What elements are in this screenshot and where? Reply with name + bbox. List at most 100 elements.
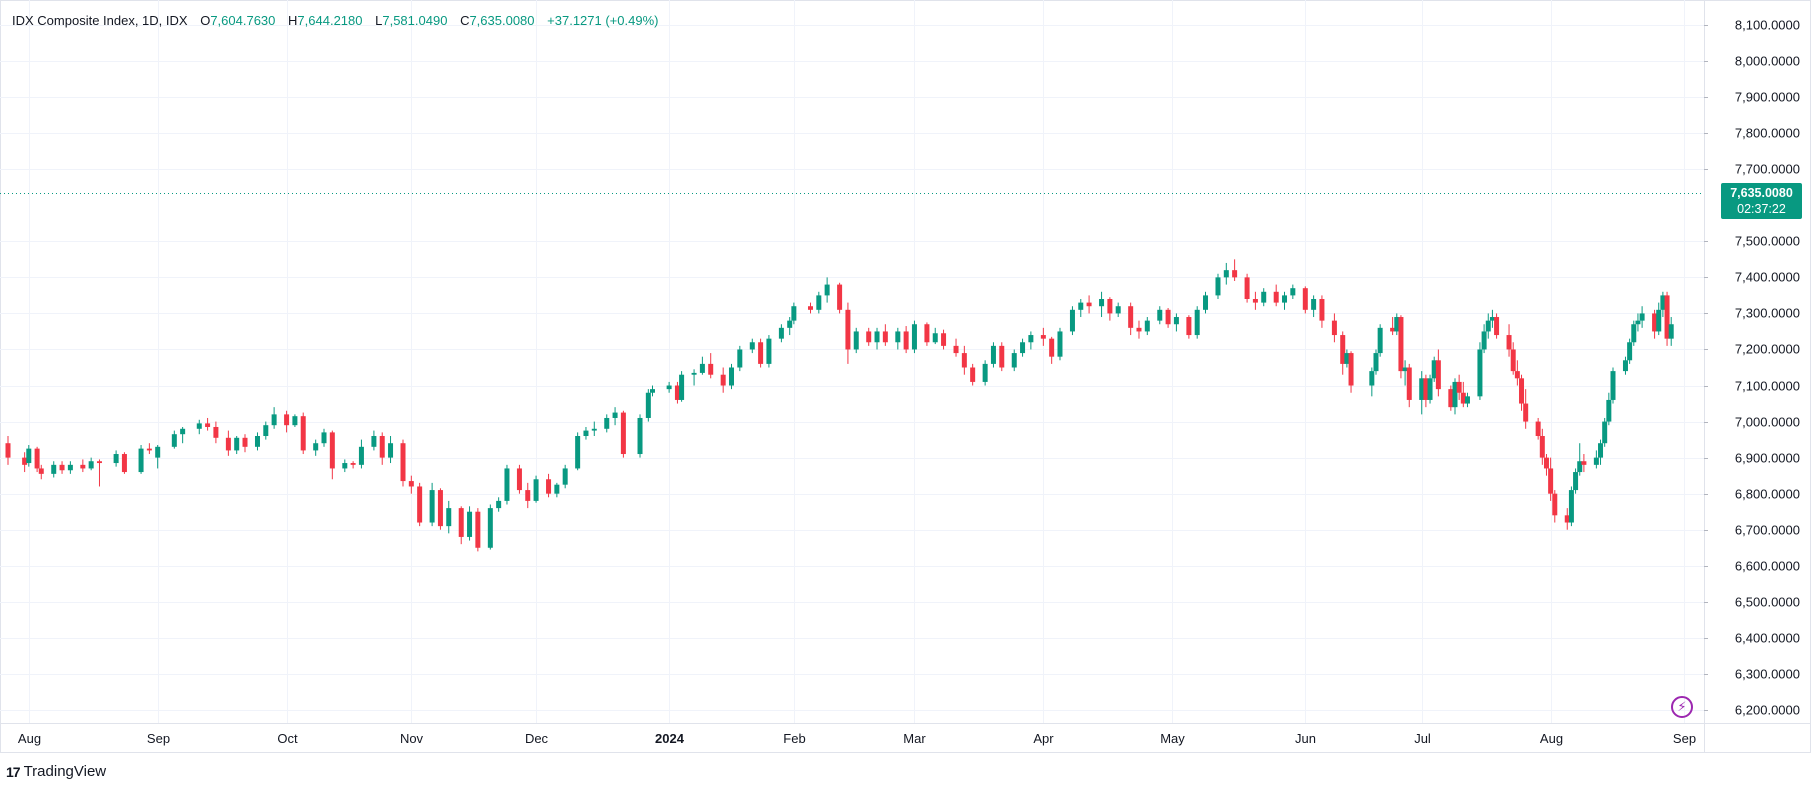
candle-up[interactable]	[196, 419, 202, 435]
candle-down[interactable]	[34, 446, 40, 473]
candle-up[interactable]	[990, 342, 996, 368]
candle-down[interactable]	[866, 327, 872, 346]
candle-up[interactable]	[487, 504, 493, 550]
tradingview-logo[interactable]: 17 TradingView	[6, 763, 106, 780]
candle-up[interactable]	[816, 291, 822, 314]
candle-up[interactable]	[554, 482, 560, 498]
candle-down[interactable]	[1448, 385, 1454, 411]
candle-down[interactable]	[720, 367, 726, 393]
candle-up[interactable]	[467, 506, 473, 541]
candle-down[interactable]	[1406, 363, 1412, 408]
candle-down[interactable]	[970, 363, 976, 386]
candle-down[interactable]	[1581, 454, 1587, 473]
candle-up[interactable]	[1668, 317, 1674, 346]
candle-down[interactable]	[1107, 297, 1113, 321]
candle-down[interactable]	[1456, 374, 1462, 400]
candle-down[interactable]	[1514, 360, 1520, 386]
candle-up[interactable]	[313, 439, 319, 456]
candle-up[interactable]	[446, 500, 452, 534]
candle-up[interactable]	[1593, 450, 1599, 469]
candle-up[interactable]	[155, 445, 161, 469]
candle-up[interactable]	[26, 445, 32, 467]
candle-down[interactable]	[1423, 374, 1429, 408]
candle-up[interactable]	[254, 432, 260, 451]
candle-down[interactable]	[1494, 313, 1500, 339]
candle-up[interactable]	[180, 426, 186, 444]
candle-up[interactable]	[1602, 417, 1608, 447]
candle-up[interactable]	[1606, 392, 1612, 426]
candle-up[interactable]	[88, 457, 94, 471]
candle-down[interactable]	[1460, 381, 1466, 408]
candle-up[interactable]	[1485, 313, 1491, 339]
candle-down[interactable]	[758, 338, 764, 368]
candle-up[interactable]	[749, 338, 755, 354]
candle-up[interactable]	[932, 327, 938, 345]
candle-up[interactable]	[1057, 327, 1063, 361]
candle-up[interactable]	[982, 360, 988, 386]
candle-down[interactable]	[408, 475, 414, 494]
candle-up[interactable]	[1631, 320, 1637, 346]
candle-down[interactable]	[1128, 302, 1134, 336]
candle-up[interactable]	[691, 369, 697, 386]
candle-up[interactable]	[1489, 309, 1495, 328]
candle-down[interactable]	[1086, 295, 1092, 314]
candle-up[interactable]	[737, 345, 743, 372]
candle-up[interactable]	[292, 414, 298, 427]
candle-up[interactable]	[1464, 392, 1470, 408]
candle-up[interactable]	[533, 475, 539, 503]
candle-up[interactable]	[1115, 302, 1121, 318]
candle-down[interactable]	[1348, 351, 1354, 393]
candle-up[interactable]	[583, 426, 589, 440]
candle-up[interactable]	[1427, 374, 1433, 404]
candle-down[interactable]	[1136, 320, 1142, 339]
candle-up[interactable]	[1099, 291, 1105, 318]
candle-up[interactable]	[728, 363, 734, 390]
candle-up[interactable]	[645, 389, 651, 422]
candle-down[interactable]	[300, 412, 306, 455]
candle-down[interactable]	[1523, 389, 1529, 429]
candle-down[interactable]	[516, 464, 522, 494]
candle-down[interactable]	[1302, 286, 1308, 314]
candle-up[interactable]	[766, 335, 772, 368]
candle-down[interactable]	[1319, 295, 1325, 328]
candle-down[interactable]	[1040, 327, 1046, 346]
candle-up[interactable]	[504, 464, 510, 505]
candle-up[interactable]	[575, 432, 581, 471]
candle-up[interactable]	[1369, 367, 1375, 397]
candle-down[interactable]	[1435, 349, 1441, 397]
candle-up[interactable]	[666, 381, 672, 393]
candle-down[interactable]	[620, 410, 626, 458]
candle-down[interactable]	[80, 459, 86, 473]
candle-up[interactable]	[1173, 313, 1179, 332]
candle-down[interactable]	[1519, 374, 1525, 411]
candle-up[interactable]	[1011, 349, 1017, 372]
candle-down[interactable]	[1535, 417, 1541, 440]
candle-down[interactable]	[1273, 284, 1279, 307]
candle-down[interactable]	[1664, 291, 1670, 346]
candle-down[interactable]	[213, 421, 219, 444]
candle-up[interactable]	[1568, 486, 1574, 527]
candle-down[interactable]	[417, 482, 423, 527]
candle-up[interactable]	[51, 461, 57, 478]
candle-up[interactable]	[1419, 371, 1425, 415]
candle-down[interactable]	[5, 436, 11, 465]
candle-up[interactable]	[1477, 342, 1483, 400]
candle-down[interactable]	[242, 434, 248, 453]
candle-up[interactable]	[1452, 378, 1458, 415]
candle-up[interactable]	[791, 302, 797, 325]
candle-up[interactable]	[1261, 288, 1267, 307]
candle-down[interactable]	[437, 488, 443, 530]
candle-down[interactable]	[38, 464, 44, 480]
candle-down[interactable]	[1252, 291, 1258, 310]
candle-up[interactable]	[1373, 349, 1379, 375]
candle-up[interactable]	[321, 428, 327, 447]
candle-up[interactable]	[824, 277, 830, 303]
candle-up[interactable]	[679, 371, 685, 402]
candle-up[interactable]	[1627, 338, 1633, 364]
candle-down[interactable]	[1244, 273, 1250, 303]
candle-up[interactable]	[171, 430, 177, 449]
candle-down[interactable]	[837, 282, 843, 314]
candle-down[interactable]	[59, 461, 65, 474]
candle-up[interactable]	[1577, 443, 1583, 476]
candle-up[interactable]	[342, 459, 348, 473]
